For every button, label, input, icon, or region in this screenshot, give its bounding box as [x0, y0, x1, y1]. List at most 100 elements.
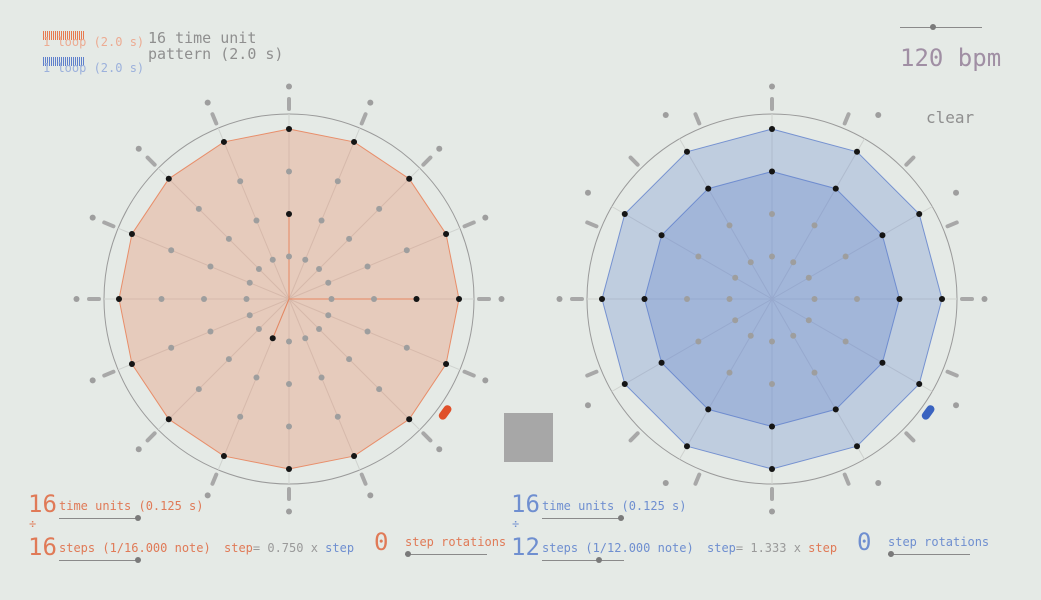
- wheel-spoke: [217, 127, 290, 300]
- legend-blue-label: 1 loop (2.0 s): [43, 61, 145, 75]
- time-unit-tick: [945, 369, 959, 378]
- step-level-dot: [769, 211, 775, 217]
- step-level-dot: [89, 214, 96, 221]
- step-level-dot: [769, 253, 775, 260]
- active-step-dot: [705, 185, 712, 192]
- left-step-word2: step: [325, 541, 355, 555]
- playhead-marker: [921, 405, 935, 420]
- active-step-dot: [879, 232, 886, 239]
- step-level-dot: [225, 235, 232, 242]
- step-level-dot: [316, 326, 323, 333]
- step-level-dot: [364, 328, 371, 335]
- left-steps-slider-track[interactable]: [59, 560, 139, 561]
- step-level-dot: [436, 446, 443, 453]
- active-step-dot: [269, 335, 276, 342]
- active-step-dot: [165, 416, 172, 423]
- right-rotations-slider-knob[interactable]: [888, 551, 894, 557]
- active-step-dot: [705, 406, 712, 413]
- time-unit-tick: [359, 112, 368, 126]
- step-level-dot: [328, 296, 335, 302]
- left-steps-value[interactable]: 16: [28, 533, 57, 561]
- wheel-spoke: [771, 138, 865, 300]
- step-level-dot: [695, 253, 702, 260]
- step-level-dot: [253, 217, 260, 224]
- right-time-units-slider-knob[interactable]: [618, 515, 624, 521]
- step-level-dot: [135, 145, 142, 152]
- stop-button[interactable]: [504, 413, 553, 462]
- right-steps-slider-knob[interactable]: [596, 557, 602, 563]
- step-level-dot: [790, 332, 797, 339]
- right-time-units-slider-track[interactable]: [542, 518, 624, 519]
- active-step-dot: [832, 406, 839, 413]
- step-level-dot: [662, 480, 669, 487]
- step-level-dot: [237, 413, 244, 420]
- active-step-dot: [413, 296, 420, 302]
- right-steps-slider-track[interactable]: [542, 560, 624, 561]
- active-step-dot: [351, 453, 358, 460]
- step-level-dot: [168, 344, 175, 351]
- step-level-dot: [482, 214, 489, 221]
- clear-button[interactable]: clear: [926, 108, 975, 127]
- step-level-dot: [246, 279, 253, 286]
- step-level-dot: [875, 111, 882, 118]
- active-step-dot: [443, 361, 450, 368]
- left-divide-sign: ÷: [29, 517, 37, 531]
- step-level-dot: [346, 356, 353, 363]
- time-unit-tick: [462, 220, 476, 229]
- left-time-units-slider-track[interactable]: [59, 518, 139, 519]
- left-time-units-slider-knob[interactable]: [135, 515, 141, 521]
- wheel-spoke: [288, 298, 421, 431]
- step-level-dot: [246, 312, 253, 319]
- left-rotations-slider-knob[interactable]: [405, 551, 411, 557]
- step-level-dot: [662, 111, 669, 118]
- time-unit-tick: [904, 155, 916, 167]
- time-unit-tick: [102, 369, 116, 378]
- left-steps-slider-knob[interactable]: [135, 557, 141, 563]
- right-rotations-slider-track[interactable]: [888, 554, 970, 555]
- step-level-dot: [334, 178, 341, 185]
- time-unit-tick: [628, 431, 640, 443]
- wheel-spoke: [288, 127, 361, 300]
- wheel-spoke: [679, 298, 773, 460]
- step-level-dot: [371, 296, 377, 302]
- step-level-dot: [769, 83, 775, 90]
- time-unit-tick: [462, 369, 476, 378]
- playhead-marker: [438, 405, 452, 420]
- left-time-units-value[interactable]: 16: [28, 490, 57, 518]
- tempo-slider-track[interactable]: [900, 27, 982, 28]
- step-level-dot: [842, 253, 849, 260]
- step-level-dot: [726, 369, 733, 376]
- step-level-dot: [367, 492, 374, 499]
- right-time-units-label: time units (0.125 s): [542, 499, 687, 513]
- step-level-dot: [286, 381, 292, 387]
- active-step-dot: [769, 466, 775, 472]
- wheel-spoke: [771, 298, 933, 392]
- tempo-slider-knob[interactable]: [930, 24, 937, 30]
- active-step-dot: [684, 148, 690, 155]
- active-step-dot: [165, 175, 172, 182]
- active-step-dot: [684, 443, 690, 450]
- step-level-dot: [243, 296, 250, 302]
- wheel-spoke: [288, 298, 461, 371]
- step-level-dot: [376, 205, 383, 212]
- step-level-dot: [732, 274, 739, 281]
- step-level-dot: [842, 338, 849, 345]
- left-rotations-value[interactable]: 0: [374, 528, 389, 556]
- active-step-dot: [896, 296, 903, 302]
- step-level-dot: [302, 256, 309, 263]
- left-rotations-slider-track[interactable]: [405, 554, 487, 555]
- tempo-label: 120 bpm: [900, 44, 1002, 72]
- right-rhythm-wheel[interactable]: [556, 83, 988, 515]
- active-step-dot: [658, 359, 665, 366]
- right-time-units-value[interactable]: 16: [511, 490, 540, 518]
- left-rhythm-wheel[interactable]: [73, 83, 505, 515]
- step-level-dot: [790, 259, 797, 266]
- step-level-dot: [732, 317, 739, 324]
- step-level-dot: [726, 222, 733, 229]
- wheel-spoke: [611, 206, 773, 300]
- step-level-dot: [334, 413, 341, 420]
- step-level-dot: [286, 423, 292, 430]
- right-rotations-value[interactable]: 0: [857, 528, 872, 556]
- step-level-dot: [325, 312, 332, 319]
- right-steps-value[interactable]: 12: [511, 533, 540, 561]
